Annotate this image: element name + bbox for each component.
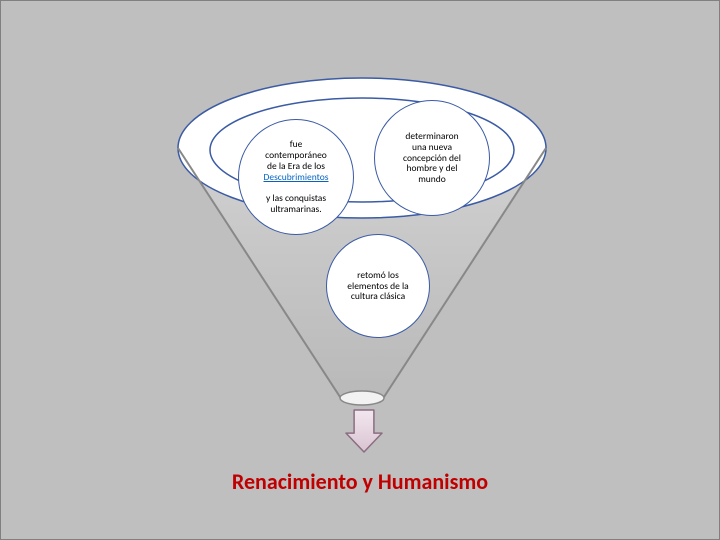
bubble-bottom: retomó loselementos de lacultura clásica <box>326 234 430 338</box>
bubble-right-text: determinaronuna nuevaconcepción delhombr… <box>397 131 467 186</box>
bubble-right: determinaronuna nuevaconcepción delhombr… <box>374 100 490 216</box>
bubble-bottom-text: retomó loselementos de lacultura clásica <box>341 270 414 303</box>
bubble-left: fuecontemporáneode la Era de losDescubri… <box>238 119 354 235</box>
diagram-stage: fuecontemporáneode la Era de losDescubri… <box>0 0 720 540</box>
diagram-title: Renacimiento y Humanismo <box>0 468 720 495</box>
bubble-left-text: fuecontemporáneode la Era de losDescubri… <box>252 139 341 215</box>
